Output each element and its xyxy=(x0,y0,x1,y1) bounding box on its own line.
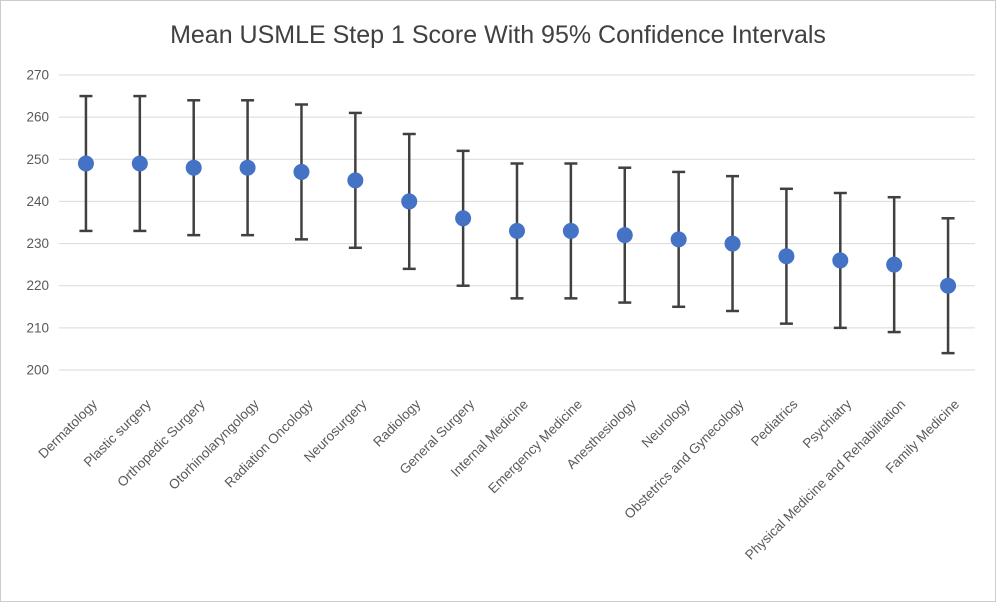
y-axis-tick-label: 210 xyxy=(26,320,49,335)
data-point-marker xyxy=(455,210,472,227)
data-point-marker xyxy=(778,248,795,265)
data-point-marker xyxy=(293,163,310,180)
data-point-marker xyxy=(77,155,94,172)
data-point-marker xyxy=(940,277,957,294)
x-axis-category-label: Radiology xyxy=(370,396,423,449)
data-point-marker xyxy=(239,159,256,176)
y-axis-tick-label: 240 xyxy=(26,194,49,209)
data-point-marker xyxy=(131,155,148,172)
data-point-marker xyxy=(724,235,741,252)
y-axis-tick-label: 200 xyxy=(26,363,49,378)
y-axis-tick-label: 230 xyxy=(26,236,49,251)
data-point-marker xyxy=(670,231,687,248)
x-axis-category-label: Psychiatry xyxy=(800,396,855,451)
x-axis-category-label: Emergency Medicine xyxy=(485,397,585,497)
x-axis-category-label: Otorhinolaryngology xyxy=(166,396,262,492)
data-point-marker xyxy=(832,252,849,269)
x-axis-category-label: Pediatrics xyxy=(748,396,801,449)
x-axis-category-label: Neurology xyxy=(639,396,693,450)
data-point-marker xyxy=(401,193,418,210)
y-axis-tick-label: 220 xyxy=(26,278,49,293)
chart-title: Mean USMLE Step 1 Score With 95% Confide… xyxy=(170,21,826,49)
data-point-marker xyxy=(616,227,633,244)
data-point-marker xyxy=(562,222,579,239)
data-point-marker xyxy=(185,159,202,176)
data-point-marker xyxy=(886,256,903,273)
data-point-marker xyxy=(509,222,525,239)
y-axis-tick-label: 250 xyxy=(26,152,49,167)
data-point-marker xyxy=(347,172,364,189)
y-axis-tick-label: 270 xyxy=(26,68,49,83)
y-axis-tick-label: 260 xyxy=(26,110,49,125)
